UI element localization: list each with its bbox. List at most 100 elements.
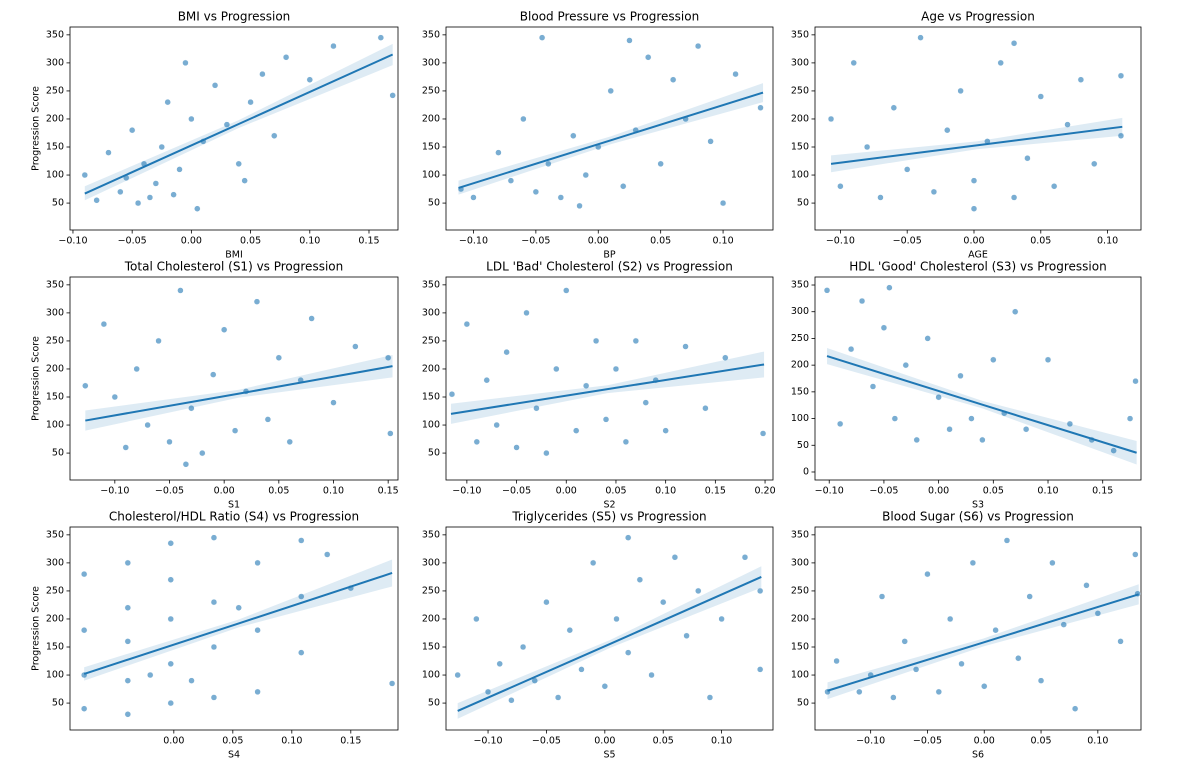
data-point [210, 534, 218, 541]
data-point [759, 430, 767, 437]
x-tick-label: 0.05 [268, 486, 289, 497]
data-point [553, 365, 560, 373]
x-tick-label: 0.05 [222, 736, 243, 747]
data-point [176, 166, 183, 173]
y-tick-label: 150 [791, 642, 809, 653]
confidence-band [457, 566, 762, 719]
x-tick-label: 0.20 [754, 486, 775, 497]
subplot-title: LDL 'Bad' Cholesterol (S2) vs Progressio… [486, 260, 733, 274]
data-point [167, 540, 175, 547]
x-tick-label: −0.10 [815, 486, 844, 497]
x-tick-label: −0.05 [893, 236, 922, 247]
data-point [570, 132, 577, 140]
y-tick-label: 200 [791, 360, 809, 371]
data-point [1071, 705, 1079, 712]
regression-line [450, 363, 765, 415]
x-axis-label: BP [603, 250, 616, 261]
data-point [756, 666, 764, 673]
data-point [944, 126, 951, 134]
data-point [124, 604, 132, 612]
y-tick-label: 350 [422, 279, 440, 290]
data-point [957, 87, 964, 95]
data-point [144, 421, 151, 429]
data-point [264, 416, 272, 423]
data-point [572, 427, 580, 434]
data-point [463, 320, 471, 328]
data-point [124, 711, 132, 718]
data-point [592, 337, 600, 345]
subplot: Age vs Progression −0.10 −0.05 0.00 0.05 0.10… [791, 10, 1142, 261]
data-point [199, 449, 206, 457]
axes-frame [814, 26, 1142, 231]
y-tick-label: 200 [422, 613, 440, 624]
y-tick-label: 200 [791, 113, 809, 124]
x-axis-label: S6 [972, 750, 984, 761]
x-tick-label: 0.10 [1087, 736, 1108, 747]
data-point [924, 570, 931, 578]
y-tick-label: 50 [797, 198, 809, 209]
data-point [582, 382, 590, 390]
data-point [1132, 551, 1139, 558]
y-tick-label: 200 [46, 363, 64, 374]
y-tick-label: 350 [46, 529, 64, 540]
data-point [877, 194, 884, 201]
data-point [648, 671, 655, 679]
data-point [642, 399, 650, 406]
subplot: Total Cholesterol (S1) vs Progression −0.… [31, 260, 399, 511]
x-tick-label: 0.10 [655, 486, 676, 497]
x-tick-label: 0.00 [214, 486, 235, 497]
y-tick-label: 50 [797, 698, 809, 709]
data-point [259, 70, 266, 78]
y-tick-label: 250 [46, 335, 64, 346]
data-point [992, 626, 999, 634]
data-point [903, 166, 911, 173]
data-point [626, 37, 633, 44]
x-tick-label: 0.00 [556, 486, 577, 497]
data-point [254, 688, 261, 696]
x-tick-label: 0.00 [928, 486, 949, 497]
data-point [210, 694, 218, 701]
x-axis-label: AGE [968, 250, 988, 261]
data-point [1094, 610, 1102, 617]
x-tick-label: 0.05 [1030, 236, 1051, 247]
y-tick-label: 50 [428, 448, 440, 459]
y-tick-label: 300 [791, 57, 809, 68]
y-tick-label: 50 [428, 698, 440, 709]
data-point [298, 649, 305, 656]
data-point [1010, 194, 1018, 201]
y-tick-label: 0 [803, 466, 809, 477]
x-tick-label: 0.10 [1097, 236, 1118, 247]
data-point [924, 335, 931, 342]
x-tick-label: 0.05 [650, 236, 671, 247]
data-point [718, 615, 725, 623]
y-tick-label: 300 [46, 57, 64, 68]
data-point [836, 420, 844, 428]
data-point [1060, 621, 1068, 628]
confidence-band [450, 351, 765, 424]
data-point [1110, 447, 1117, 454]
data-point [970, 177, 978, 184]
y-tick-label: 200 [791, 613, 809, 624]
data-point [167, 660, 175, 668]
data-point [235, 604, 242, 612]
data-point [124, 638, 132, 645]
data-point [513, 444, 520, 451]
data-point [532, 188, 540, 196]
data-point [254, 626, 261, 634]
data-point [722, 354, 729, 362]
x-tick-label: 0.00 [588, 236, 609, 247]
data-point [613, 615, 620, 623]
data-point [519, 643, 527, 651]
y-tick-label: 300 [46, 557, 64, 568]
x-tick-label: 0.15 [340, 736, 361, 747]
axes-frame [814, 276, 1142, 481]
y-axis-label: Progression Score [31, 586, 42, 671]
confidence-band [84, 559, 393, 681]
data-point [124, 559, 132, 567]
y-axis-label: Progression Score [31, 86, 42, 171]
data-point [1050, 183, 1058, 190]
y-tick-label: 200 [422, 113, 440, 124]
subplot: Cholesterol/HDL Ratio (S4) vs Progressio… [31, 510, 399, 761]
data-point [657, 160, 664, 168]
